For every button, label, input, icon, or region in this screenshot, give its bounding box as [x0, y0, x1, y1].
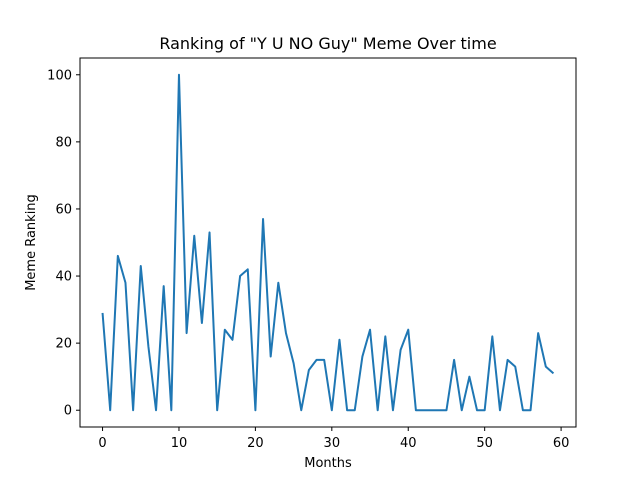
y-axis-label: Meme Ranking [24, 194, 39, 291]
x-tick-label: 10 [171, 436, 188, 451]
y-tick-label: 20 [55, 337, 72, 352]
plot-area [101, 73, 555, 412]
x-tick-label: 60 [553, 436, 570, 451]
x-tick-label: 50 [476, 436, 493, 451]
x-tick-label: 20 [247, 436, 264, 451]
y-tick-label: 100 [47, 68, 72, 83]
y-tick-label: 40 [55, 270, 72, 285]
x-tick-label: 0 [98, 436, 106, 451]
y-tick-label: 60 [55, 202, 72, 217]
y-tick-label: 0 [64, 404, 72, 419]
y-tick-label: 80 [55, 135, 72, 150]
y-axis-ticks: 0 20 40 60 80 100 [47, 68, 80, 419]
x-tick-label: 30 [324, 436, 341, 451]
x-axis-ticks: 0 10 20 30 40 50 60 [98, 427, 569, 451]
x-tick-label: 40 [400, 436, 417, 451]
plot-frame [79, 57, 577, 428]
series-line [101, 73, 555, 412]
x-axis-label: Months [304, 456, 352, 471]
chart-title: Ranking of "Y U NO Guy" Meme Over time [159, 34, 496, 53]
